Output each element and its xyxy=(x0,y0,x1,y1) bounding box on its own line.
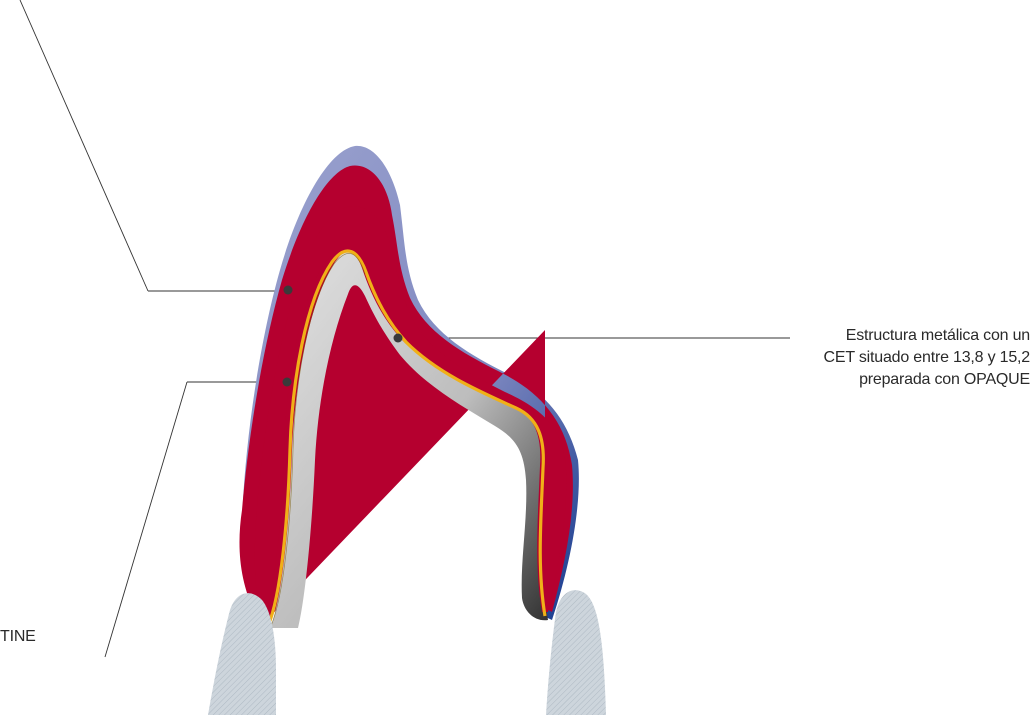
leader-line-top-left xyxy=(19,0,149,292)
opaque-layer-line-shadow xyxy=(270,253,366,627)
marker-dot-metal xyxy=(393,333,403,343)
metal-structure xyxy=(270,249,548,628)
marker-dot-enamel xyxy=(283,285,293,295)
opaque-layer-line xyxy=(266,249,547,627)
callout-line-1: Estructura metálica con un xyxy=(845,327,1030,344)
metal-structure-callout-text: Estructura metálica con un CET situado e… xyxy=(760,325,1031,391)
callout-line-3: preparada con OPAQUE xyxy=(859,371,1030,388)
marker-dot-dentine xyxy=(282,377,292,387)
dentine-callout-text: TINE xyxy=(0,628,36,645)
callout-line-2: CET situado entre 13,8 y 15,2 xyxy=(823,349,1031,366)
leader-line-bottom-left xyxy=(104,381,188,658)
left-abutment-tooth xyxy=(208,593,276,715)
right-abutment-tooth xyxy=(546,590,606,715)
